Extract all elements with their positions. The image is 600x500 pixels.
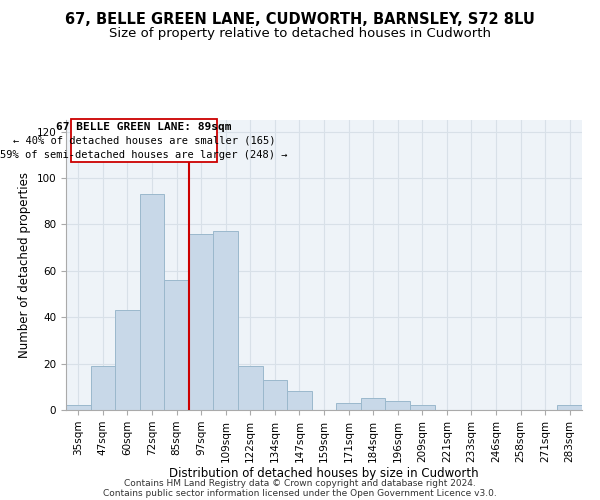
X-axis label: Distribution of detached houses by size in Cudworth: Distribution of detached houses by size … [169, 468, 479, 480]
Y-axis label: Number of detached properties: Number of detached properties [18, 172, 31, 358]
Bar [66, 406, 91, 410]
Bar [238, 366, 263, 410]
Text: 67, BELLE GREEN LANE, CUDWORTH, BARNSLEY, S72 8LU: 67, BELLE GREEN LANE, CUDWORTH, BARNSLEY… [65, 12, 535, 28]
Text: 67 BELLE GREEN LANE: 89sqm: 67 BELLE GREEN LANE: 89sqm [56, 122, 232, 132]
Bar [71, 119, 217, 162]
Bar [336, 403, 361, 410]
Bar [410, 406, 434, 410]
Bar [164, 280, 189, 410]
Bar [557, 406, 582, 410]
Text: Contains public sector information licensed under the Open Government Licence v3: Contains public sector information licen… [103, 488, 497, 498]
Bar [140, 194, 164, 410]
Text: ← 40% of detached houses are smaller (165): ← 40% of detached houses are smaller (16… [13, 136, 275, 146]
Bar [361, 398, 385, 410]
Bar [287, 392, 312, 410]
Bar [189, 234, 214, 410]
Text: 59% of semi-detached houses are larger (248) →: 59% of semi-detached houses are larger (… [0, 150, 288, 160]
Text: Contains HM Land Registry data © Crown copyright and database right 2024.: Contains HM Land Registry data © Crown c… [124, 478, 476, 488]
Text: Size of property relative to detached houses in Cudworth: Size of property relative to detached ho… [109, 28, 491, 40]
Bar [214, 232, 238, 410]
Bar [263, 380, 287, 410]
Bar [91, 366, 115, 410]
Bar [115, 310, 140, 410]
Bar [385, 400, 410, 410]
